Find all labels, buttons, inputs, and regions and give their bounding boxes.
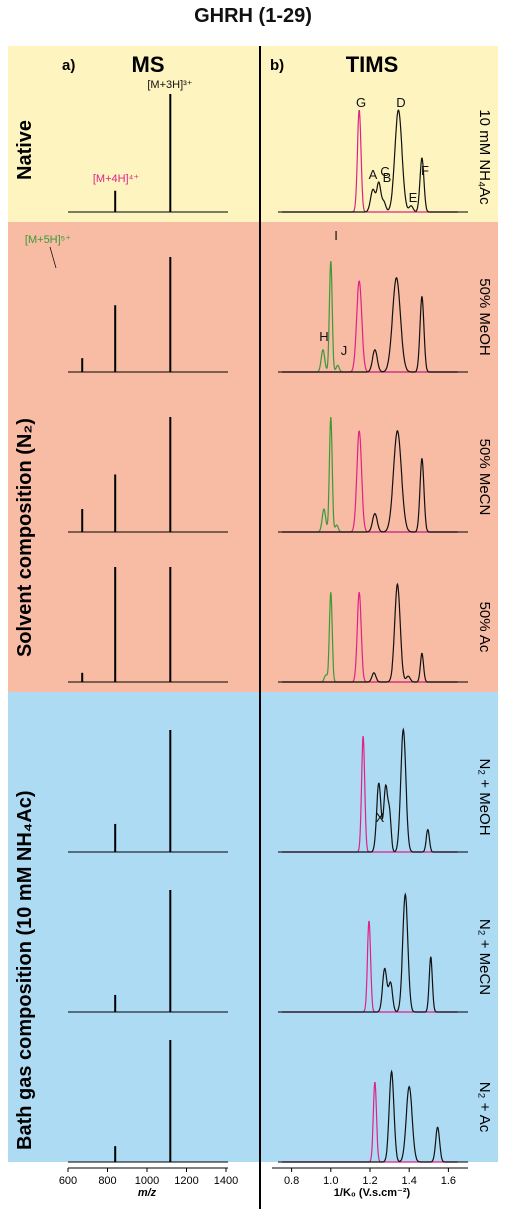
ms-x-tick-label: 600 — [59, 1175, 77, 1187]
panel-a-letter: a) — [62, 57, 75, 74]
peak-label: H — [319, 329, 328, 344]
row-label: N₂ + Ac — [476, 1082, 493, 1133]
row-label: N₂ + MeCN — [476, 919, 493, 995]
tims-trace-3plus — [281, 582, 458, 683]
peak-label: E — [409, 190, 418, 205]
peak-label: A — [369, 167, 378, 182]
row-labels: 10 mM NH₄Ac 50% MeOH 50% MeCN 50% Ac N₂ + Me… — [476, 109, 493, 1132]
m5-leader-line — [49, 246, 57, 269]
section-solvent-label: Solvent composition (N₂) — [14, 418, 36, 657]
peak-annotations: [M+3H]³⁺ [M+4H]⁴⁺ [M+5H]⁵⁺ G D F CA B E I HJ X — [25, 79, 429, 825]
peak-label: X — [376, 810, 385, 825]
peak-label: I — [334, 228, 338, 243]
row-label: 50% MeOH — [476, 278, 493, 356]
bath-background — [8, 692, 498, 1162]
native-background — [8, 46, 498, 222]
peak-label: [M+5H]⁵⁺ — [25, 234, 71, 246]
tims-trace-3plus — [281, 277, 458, 373]
ms-x-tick-label: 1400 — [214, 1175, 238, 1187]
row-label: 50% MeCN — [476, 439, 493, 516]
ms-x-tick-label: 1200 — [174, 1175, 198, 1187]
row-label: N₂ + MeOH — [476, 758, 493, 835]
peak-label: [M+4H]⁴⁺ — [93, 173, 139, 185]
panel-b-title: TIMS — [346, 52, 399, 77]
tims-x-tick-label: 1.6 — [441, 1175, 456, 1187]
panel-b-letter: b) — [270, 57, 284, 74]
peak-label: [M+3H]³⁺ — [147, 79, 192, 91]
tims-trace-3plus — [281, 727, 458, 853]
tims-x-tick-label: 1.4 — [402, 1175, 417, 1187]
figure-title: GHRH (1-29) — [194, 5, 312, 27]
section-native-label: Native — [14, 120, 36, 180]
peak-label: G — [356, 95, 366, 110]
tims-panel — [278, 109, 468, 1163]
tims-x-axis-label: 1/K₀ (V.s.cm⁻²) — [334, 1187, 411, 1199]
solvent-background — [8, 222, 498, 692]
peak-label: C — [380, 164, 389, 179]
peak-label: D — [396, 95, 405, 110]
tims-x-tick-label: 1.2 — [362, 1175, 377, 1187]
ms-x-axis-label: m/z — [138, 1187, 157, 1199]
tims-trace-3plus — [281, 429, 458, 533]
ms-x-tick-label: 800 — [98, 1175, 116, 1187]
tims-x-tick-label: 1.0 — [323, 1175, 338, 1187]
peak-label: B — [383, 170, 392, 185]
row-label: 10 mM NH₄Ac — [476, 109, 493, 205]
ms-panel — [68, 94, 228, 1163]
row-label: 50% Ac — [476, 602, 493, 653]
peak-label: F — [421, 163, 429, 178]
peak-label: J — [341, 343, 348, 358]
tims-trace-3plus — [281, 892, 458, 1013]
tims-trace-3plus — [281, 109, 458, 213]
tims-trace-3plus — [281, 1069, 458, 1163]
tims-x-tick-label: 0.8 — [284, 1175, 299, 1187]
ms-x-tick-label: 1000 — [135, 1175, 159, 1187]
panel-a-title: MS — [132, 52, 165, 77]
section-bath-label: Bath gas composition (10 mM NH₄Ac) — [14, 790, 36, 1150]
axes: 600 800 1000 1200 1400 0.8 1.0 1.2 1.4 1.6 — [59, 1167, 468, 1187]
